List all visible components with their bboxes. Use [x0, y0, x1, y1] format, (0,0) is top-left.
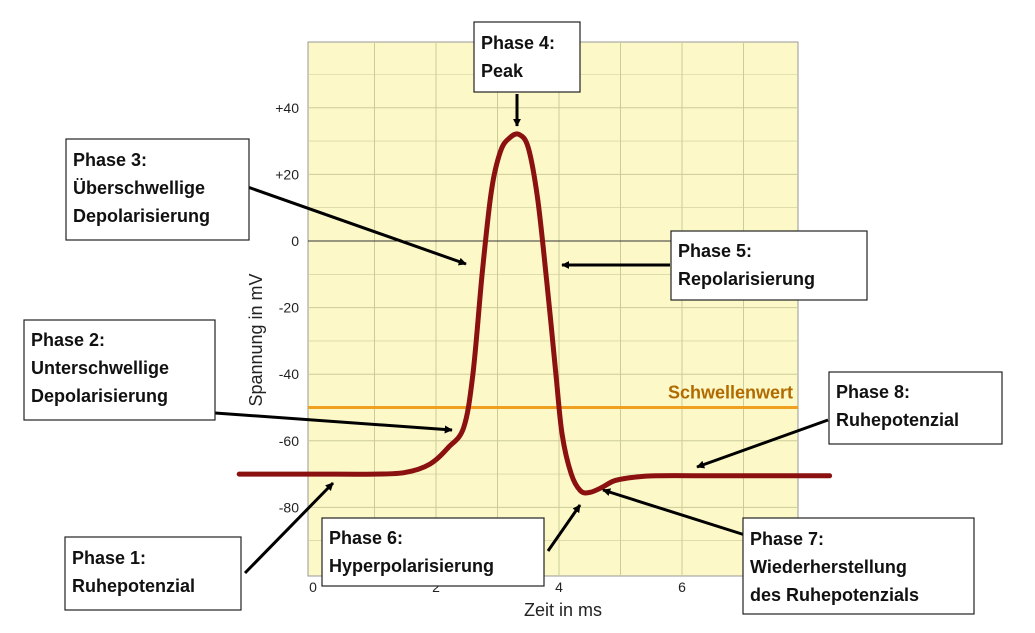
y-axis-ticks: +40 +20 0 -20 -40 -60 -80	[275, 100, 299, 516]
callout-arrows	[214, 94, 829, 575]
callout-phase-5-line-2: Repolarisierung	[678, 269, 815, 289]
callout-phase-3-line-1: Phase 3:	[73, 150, 147, 170]
arrow-phase-8	[696, 418, 829, 469]
arrow-phase-1	[243, 481, 335, 575]
callout-phase-7-line-1: Phase 7:	[750, 529, 824, 549]
x-tick-label: 6	[678, 579, 686, 595]
y-tick-label: +40	[275, 100, 299, 116]
callout-phase-7-line-2: Wiederherstellung	[750, 557, 907, 577]
y-tick-label: -40	[279, 366, 299, 382]
callout-phase-4: Phase 4: Peak	[473, 21, 581, 93]
grid-lines	[308, 42, 798, 576]
callout-phase-1-line-2: Ruhepotenzial	[72, 576, 195, 596]
y-tick-label: +20	[275, 166, 299, 182]
callout-phase-2: Phase 2: Unterschwellige Depolarisierung	[23, 319, 216, 421]
arrow-phase-3	[241, 183, 467, 266]
arrow-phase-2	[214, 411, 453, 434]
plot-area	[307, 41, 799, 577]
callout-phase-1-line-1: Phase 1:	[72, 548, 146, 568]
x-axis-ticks: 0 2 4 6	[309, 579, 686, 595]
callout-phase-6: Phase 6: Hyperpolarisierung	[321, 517, 545, 587]
callout-phase-2-line-2: Unterschwellige	[31, 358, 169, 378]
action-potential-curve	[236, 131, 833, 496]
arrow-phase-7	[602, 488, 746, 537]
callout-phase-3-line-3: Depolarisierung	[73, 206, 210, 226]
callout-phase-8-line-1: Phase 8:	[836, 382, 910, 402]
x-tick-label: 0	[309, 579, 317, 595]
x-tick-label: 2	[432, 579, 440, 595]
y-axis-title: Spannung in mV	[246, 273, 266, 406]
callout-phase-3: Phase 3: Überschwellige Depolarisierung	[65, 138, 250, 241]
callout-phase-4-line-2: Peak	[481, 61, 524, 81]
callout-phase-8: Phase 8: Ruhepotenzial	[828, 371, 1003, 445]
callout-phase-7: Phase 7: Wiederherstellung des Ruhepoten…	[742, 517, 975, 615]
callout-phase-8-line-2: Ruhepotenzial	[836, 410, 959, 430]
y-tick-label: -20	[279, 300, 299, 316]
y-tick-label: -60	[279, 433, 299, 449]
callout-phase-3-line-2: Überschwellige	[73, 178, 205, 198]
callout-phase-2-line-3: Depolarisierung	[31, 386, 168, 406]
y-tick-label: -80	[279, 499, 299, 515]
y-tick-label: 0	[291, 233, 299, 249]
callout-phase-7-line-3: des Ruhepotenzials	[750, 585, 919, 605]
x-tick-label: 4	[555, 579, 563, 595]
callout-phase-1: Phase 1: Ruhepotenzial	[64, 536, 242, 611]
threshold-label: Schwellenwert	[668, 383, 793, 403]
arrow-phase-6	[546, 504, 582, 552]
callout-phase-5: Phase 5: Repolarisierung	[670, 230, 868, 301]
callout-phase-6-line-1: Phase 6:	[329, 528, 403, 548]
x-axis-title: Zeit in ms	[524, 600, 602, 620]
callout-phase-5-line-1: Phase 5:	[678, 241, 752, 261]
callout-phase-2-line-1: Phase 2:	[31, 330, 105, 350]
phase-callouts: Phase 1: Ruhepotenzial Phase 2: Untersch…	[23, 21, 1003, 615]
callout-phase-4-line-1: Phase 4:	[481, 33, 555, 53]
callout-phase-6-line-2: Hyperpolarisierung	[329, 556, 494, 576]
